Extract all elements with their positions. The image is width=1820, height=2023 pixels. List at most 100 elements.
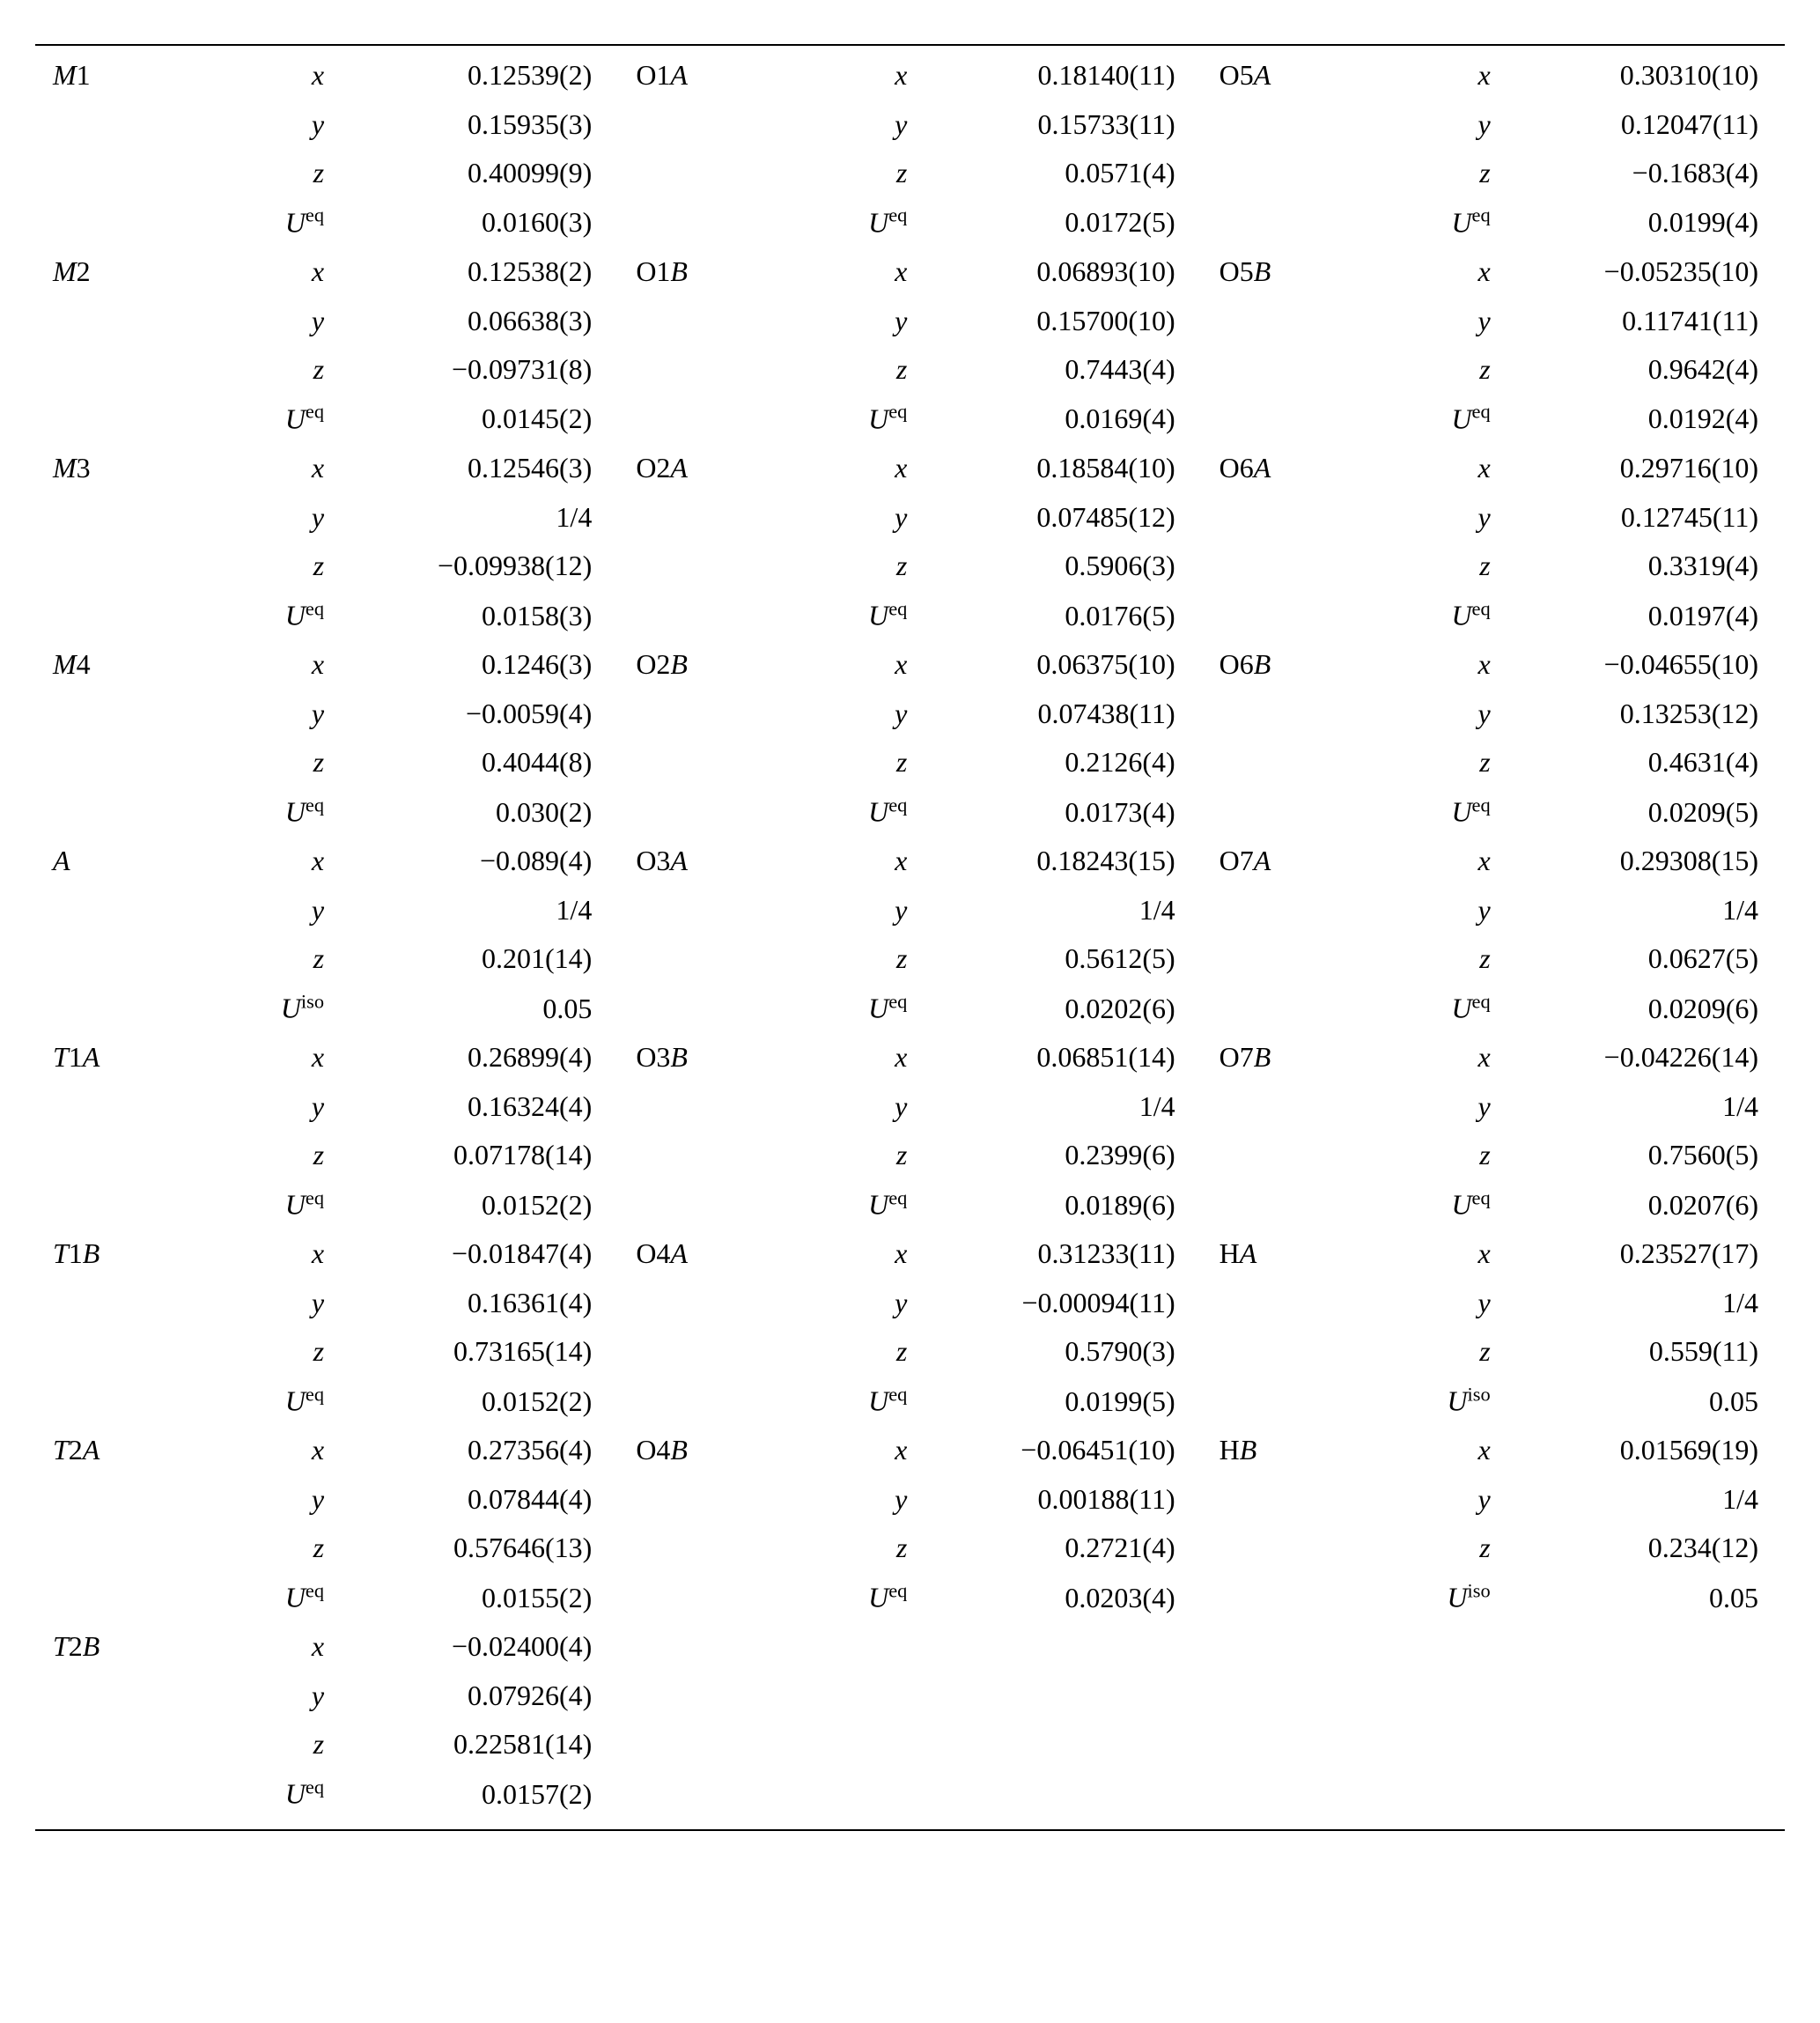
- param-label: [1359, 1769, 1508, 1819]
- param-label: x: [776, 640, 925, 690]
- param-value: 0.0202(6): [925, 984, 1201, 1033]
- param-label: y: [776, 1279, 925, 1328]
- param-value: [925, 1672, 1201, 1721]
- table-row: Ax−0.089(4)O3Ax0.18243(15)O7Ax0.29308(15…: [35, 837, 1785, 886]
- param-value: −0.01847(4): [342, 1229, 618, 1279]
- param-value: −0.089(4): [342, 837, 618, 886]
- param-label: Ueq: [193, 591, 342, 640]
- site-label: [1202, 1720, 1359, 1769]
- param-value: 0.12539(2): [342, 51, 618, 100]
- site-label: [618, 1377, 776, 1426]
- site-label: [35, 787, 193, 837]
- param-value: 0.05: [1508, 1573, 1785, 1622]
- site-label: [35, 1524, 193, 1573]
- param-label: z: [193, 542, 342, 591]
- param-label: x: [776, 51, 925, 100]
- param-label: x: [1359, 444, 1508, 493]
- site-label: [35, 395, 193, 444]
- param-label: z: [193, 738, 342, 787]
- param-value: 0.22581(14): [342, 1720, 618, 1769]
- site-label: [1202, 1672, 1359, 1721]
- atomic-coordinates-table: M1x0.12539(2)O1Ax0.18140(11)O5Ax0.30310(…: [35, 44, 1785, 1831]
- table-row: Ueq0.0158(3)Ueq0.0176(5)Ueq0.0197(4): [35, 591, 1785, 640]
- table-row: z0.40099(9)z0.0571(4)z−0.1683(4): [35, 149, 1785, 198]
- site-label: [618, 1131, 776, 1180]
- param-label: y: [1359, 1279, 1508, 1328]
- param-label: x: [776, 247, 925, 297]
- param-value: 0.31233(11): [925, 1229, 1201, 1279]
- site-label: O7B: [1202, 1033, 1359, 1082]
- site-label: [618, 1524, 776, 1573]
- param-value: 0.0207(6): [1508, 1180, 1785, 1229]
- param-label: Ueq: [1359, 591, 1508, 640]
- param-label: z: [193, 1131, 342, 1180]
- table-row: T2Bx−0.02400(4): [35, 1622, 1785, 1672]
- param-label: x: [1359, 1033, 1508, 1082]
- param-value: 0.06893(10): [925, 247, 1201, 297]
- param-value: 0.0145(2): [342, 395, 618, 444]
- site-label: [35, 886, 193, 935]
- param-label: x: [1359, 640, 1508, 690]
- param-label: z: [776, 1131, 925, 1180]
- site-label: [1202, 1769, 1359, 1819]
- site-label: [618, 198, 776, 247]
- site-label: [1202, 1131, 1359, 1180]
- param-value: 0.73165(14): [342, 1327, 618, 1377]
- param-label: Ueq: [193, 1180, 342, 1229]
- param-value: 0.0173(4): [925, 787, 1201, 837]
- param-label: x: [776, 444, 925, 493]
- param-value: 0.06375(10): [925, 640, 1201, 690]
- param-label: z: [1359, 345, 1508, 395]
- table-row: y0.06638(3)y0.15700(10)y0.11741(11): [35, 297, 1785, 346]
- site-label: M3: [35, 444, 193, 493]
- param-value: 0.40099(9): [342, 149, 618, 198]
- site-label: [618, 1279, 776, 1328]
- param-label: x: [193, 444, 342, 493]
- table-row: y1/4y1/4y1/4: [35, 886, 1785, 935]
- param-value: 0.26899(4): [342, 1033, 618, 1082]
- site-label: [1202, 886, 1359, 935]
- param-label: z: [1359, 1327, 1508, 1377]
- param-label: x: [1359, 247, 1508, 297]
- site-label: O4A: [618, 1229, 776, 1279]
- site-label: [618, 1082, 776, 1132]
- site-label: O6A: [1202, 444, 1359, 493]
- site-label: A: [35, 837, 193, 886]
- param-value: [1508, 1720, 1785, 1769]
- site-label: O7A: [1202, 837, 1359, 886]
- param-label: Ueq: [1359, 787, 1508, 837]
- param-label: Ueq: [1359, 198, 1508, 247]
- site-label: [1202, 149, 1359, 198]
- param-label: x: [193, 1426, 342, 1475]
- param-value: 0.0176(5): [925, 591, 1201, 640]
- site-label: [618, 1672, 776, 1721]
- site-label: [618, 297, 776, 346]
- param-value: 0.05: [342, 984, 618, 1033]
- param-value: 0.0571(4): [925, 149, 1201, 198]
- param-value: 0.30310(10): [1508, 51, 1785, 100]
- param-value: 0.234(12): [1508, 1524, 1785, 1573]
- param-label: Ueq: [193, 198, 342, 247]
- param-label: Ueq: [193, 395, 342, 444]
- site-label: [35, 1475, 193, 1525]
- param-label: z: [193, 149, 342, 198]
- param-label: z: [1359, 149, 1508, 198]
- site-label: [618, 149, 776, 198]
- param-label: y: [1359, 1475, 1508, 1525]
- site-label: O5B: [1202, 247, 1359, 297]
- site-label: [618, 493, 776, 543]
- param-label: Ueq: [1359, 1180, 1508, 1229]
- site-label: M4: [35, 640, 193, 690]
- site-label: T2B: [35, 1622, 193, 1672]
- param-label: y: [1359, 297, 1508, 346]
- site-label: [35, 1377, 193, 1426]
- site-label: [618, 542, 776, 591]
- param-value: 0.07438(11): [925, 690, 1201, 739]
- param-label: x: [193, 837, 342, 886]
- param-label: x: [193, 640, 342, 690]
- param-label: y: [193, 690, 342, 739]
- site-label: [618, 1769, 776, 1819]
- param-label: x: [776, 1033, 925, 1082]
- param-label: y: [776, 100, 925, 150]
- param-label: z: [193, 934, 342, 984]
